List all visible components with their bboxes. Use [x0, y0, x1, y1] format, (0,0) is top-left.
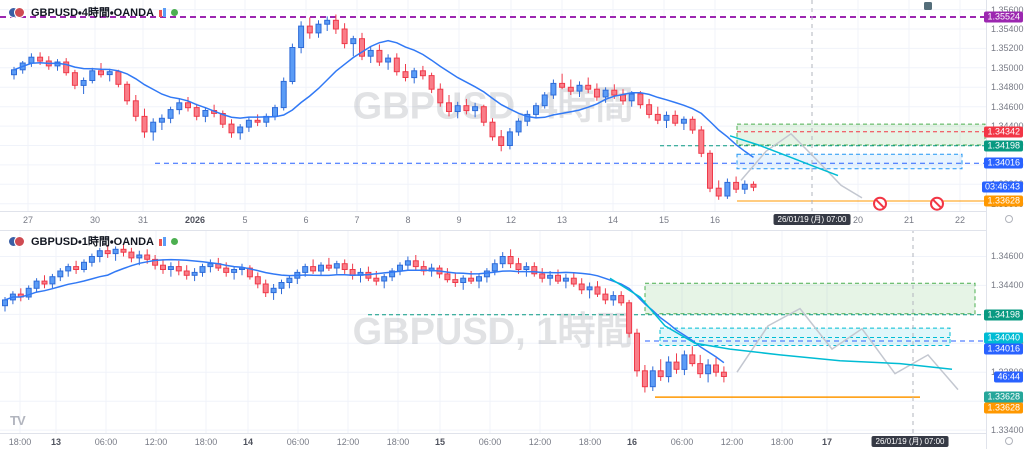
candle-series[interactable]: [11, 14, 757, 200]
chart-title-1h[interactable]: GBPUSD・1時間・OANDA: [31, 236, 154, 248]
candle-style-icon: [159, 236, 166, 246]
ema-line[interactable]: [609, 277, 953, 371]
price-line-badge[interactable]: 1.34198: [984, 140, 1023, 152]
time-axis-label: 7: [354, 215, 360, 225]
price-zone[interactable]: [736, 153, 963, 170]
time-axis-label: 22: [954, 215, 966, 225]
time-axis-label: 06:00: [286, 437, 310, 447]
price-tick-label: 1.35600: [991, 4, 1024, 15]
ma-line[interactable]: [13, 39, 754, 159]
price-tick-label: 1.34800: [991, 82, 1024, 93]
price-zone[interactable]: [644, 282, 976, 315]
time-axis-label: 30: [89, 215, 101, 225]
price-zone[interactable]: [736, 123, 986, 146]
projection-line[interactable]: [736, 307, 959, 391]
price-tick-label: 1.34400: [991, 280, 1024, 291]
time-axis-4h[interactable]: 27 30 31 2026 5 6 7 8 9 12 13 14 15 16 20 21 22 26/01/19 …: [0, 211, 1024, 231]
time-axis-label: 18:00: [386, 437, 410, 447]
time-axis-label: 12:00: [720, 437, 744, 447]
time-axis-label: 16: [709, 215, 721, 225]
time-axis-label: 2026: [184, 215, 206, 225]
time-axis-label: 18:00: [8, 437, 32, 447]
price-zone[interactable]: [659, 327, 951, 346]
tradingview-logo[interactable]: TV: [10, 413, 26, 428]
date-axis-badge: 26/01/19 (月) 07:00: [871, 436, 949, 447]
price-tick-label: 1.35000: [991, 62, 1024, 73]
price-line-badge[interactable]: 1.35524: [984, 11, 1023, 23]
time-axis-label: 18:00: [770, 437, 794, 447]
candle-series[interactable]: [2, 243, 727, 393]
time-axis-label: 12:00: [144, 437, 168, 447]
time-axis-label: 15: [658, 215, 670, 225]
pair-logo-icon: [8, 6, 26, 18]
chart-marker[interactable]: [924, 2, 932, 10]
time-axis-label: 20: [852, 215, 864, 225]
price-line-badge[interactable]: 1.33628: [984, 391, 1023, 403]
price-tick-label: 1.33400: [991, 425, 1024, 436]
legend-4h[interactable]: GBPUSD・4時間・OANDA: [8, 5, 178, 19]
symbol-watermark: GBPUSD, 1時間: [353, 311, 634, 353]
time-axis-label: 06:00: [670, 437, 694, 447]
pair-logo-icon: [8, 235, 26, 247]
time-axis-label: 9: [456, 215, 462, 225]
time-axis-label: 18:00: [194, 437, 218, 447]
price-scale[interactable]: 1.35600 1.35400 1.35200 1.35000 1.34800 1.346…: [981, 0, 1024, 449]
time-axis-label: 5: [242, 215, 248, 225]
countdown-badge[interactable]: 03:46:43: [981, 181, 1023, 193]
candlestick-chart-4h[interactable]: GBPUSD, 4時間: [0, 0, 986, 211]
legend-1h[interactable]: GBPUSD・1時間・OANDA: [8, 234, 178, 248]
market-status-icon[interactable]: [171, 8, 178, 16]
time-axis-label: 21: [903, 215, 915, 225]
price-line-badge[interactable]: 1.34198: [984, 309, 1023, 321]
candle-style-icon: [159, 7, 166, 17]
price-line-badge[interactable]: 1.33628: [984, 402, 1023, 414]
date-axis-badge: 26/01/19 (月) 07:00: [773, 214, 851, 225]
chart-title-4h[interactable]: GBPUSD・4時間・OANDA: [31, 7, 154, 19]
time-axis-label: 6: [303, 215, 309, 225]
time-axis-label: 15: [434, 437, 446, 447]
countdown-badge[interactable]: 46:44: [994, 371, 1023, 383]
time-axis-label: 13: [50, 437, 62, 447]
time-axis-label: 14: [607, 215, 619, 225]
scale-settings-icon[interactable]: [1005, 215, 1013, 223]
price-tick-label: 1.35400: [991, 24, 1024, 35]
time-axis-1h[interactable]: 18:00 13 06:00 12:00 18:00 14 06:00 12:00 18:00 1…: [0, 433, 1024, 449]
time-axis-label: 06:00: [478, 437, 502, 447]
time-axis-label: 12:00: [336, 437, 360, 447]
time-axis-label: 18:00: [578, 437, 602, 447]
price-line-badge[interactable]: 1.33628: [984, 195, 1023, 207]
price-line-badge[interactable]: 1.34016: [984, 157, 1023, 169]
price-line-badge[interactable]: 1.34342: [984, 126, 1023, 138]
price-tick-label: 1.34600: [991, 251, 1024, 262]
market-status-icon[interactable]: [171, 237, 178, 245]
scale-settings-icon[interactable]: [1005, 437, 1013, 445]
price-tick-label: 1.34600: [991, 101, 1024, 112]
time-axis-label: 13: [556, 215, 568, 225]
time-axis-label: 12: [505, 215, 517, 225]
time-axis-label: 31: [137, 215, 149, 225]
time-axis-label: 14: [242, 437, 254, 447]
projection-line[interactable]: [740, 132, 863, 199]
no-entry-marker[interactable]: [930, 196, 944, 211]
time-axis-label: 06:00: [94, 437, 118, 447]
price-line-badge[interactable]: 1.34040: [984, 332, 1023, 343]
price-tick-label: 1.34400: [991, 121, 1024, 131]
candlestick-chart-1h[interactable]: GBPUSD, 1時間: [0, 229, 986, 433]
time-axis-label: 8: [405, 215, 411, 225]
ma-line[interactable]: [4, 258, 725, 364]
no-entry-marker[interactable]: [873, 196, 887, 211]
time-axis-label: 17: [821, 437, 833, 447]
ema-extension-line[interactable]: [729, 135, 839, 177]
price-line-badge[interactable]: 1.34016: [984, 343, 1023, 354]
time-axis-label: 16: [626, 437, 638, 447]
time-axis-label: 12:00: [528, 437, 552, 447]
price-tick-label: 1.35200: [991, 43, 1024, 54]
time-axis-label: 27: [22, 215, 34, 225]
